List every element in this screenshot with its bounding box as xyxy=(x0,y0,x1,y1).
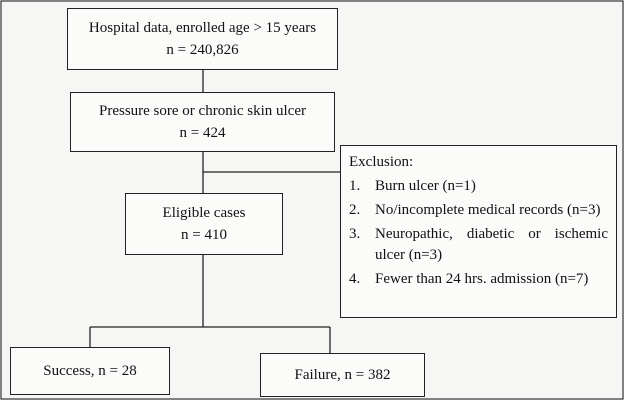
item-number: 4. xyxy=(349,271,361,287)
exclusion-box: Exclusion: 1. Burn ulcer (n=1) 2. No/incom… xyxy=(340,145,617,318)
node-count: n = 410 xyxy=(181,227,227,243)
node-label: Hospital data, enrolled age > 15 years xyxy=(88,20,317,36)
exclusion-title: Exclusion: xyxy=(349,154,414,170)
item-text: Neuropathic, diabetic or ischemic ulcer … xyxy=(375,226,608,263)
item-text: Fewer than 24 hrs. admission (n=7) xyxy=(375,271,589,287)
node-label: Eligible cases xyxy=(162,205,246,221)
node: Hospital data, enrolled age > 15 years n… xyxy=(67,8,338,70)
exclusion-item: 3. Neuropathic, diabetic or ischemic ulce… xyxy=(349,224,608,266)
node-count: n = 240,826 xyxy=(166,42,239,58)
item-number: 3. xyxy=(349,226,361,242)
exclusion-item: 4. Fewer than 24 hrs. admission (n=7) xyxy=(349,269,608,290)
node: Success, n = 28 xyxy=(10,347,170,395)
item-number: 2. xyxy=(349,202,361,218)
node-label: Failure, n = 382 xyxy=(294,367,391,383)
node: Eligible cases n = 410 xyxy=(125,193,283,255)
item-number: 1. xyxy=(349,178,361,194)
node-count: n = 424 xyxy=(179,125,226,141)
item-text: No/incomplete medical records (n=3) xyxy=(375,202,601,218)
node: Pressure sore or chronic skin ulcer n = … xyxy=(70,92,335,152)
node-label: Pressure sore or chronic skin ulcer xyxy=(98,103,307,119)
node-label: Success, n = 28 xyxy=(43,363,137,379)
exclusion-item: 2. No/incomplete medical records (n=3) xyxy=(349,200,608,221)
exclusion-item: 1. Burn ulcer (n=1) xyxy=(349,176,608,197)
item-text: Burn ulcer (n=1) xyxy=(375,178,476,194)
node: Failure, n = 382 xyxy=(260,353,425,397)
